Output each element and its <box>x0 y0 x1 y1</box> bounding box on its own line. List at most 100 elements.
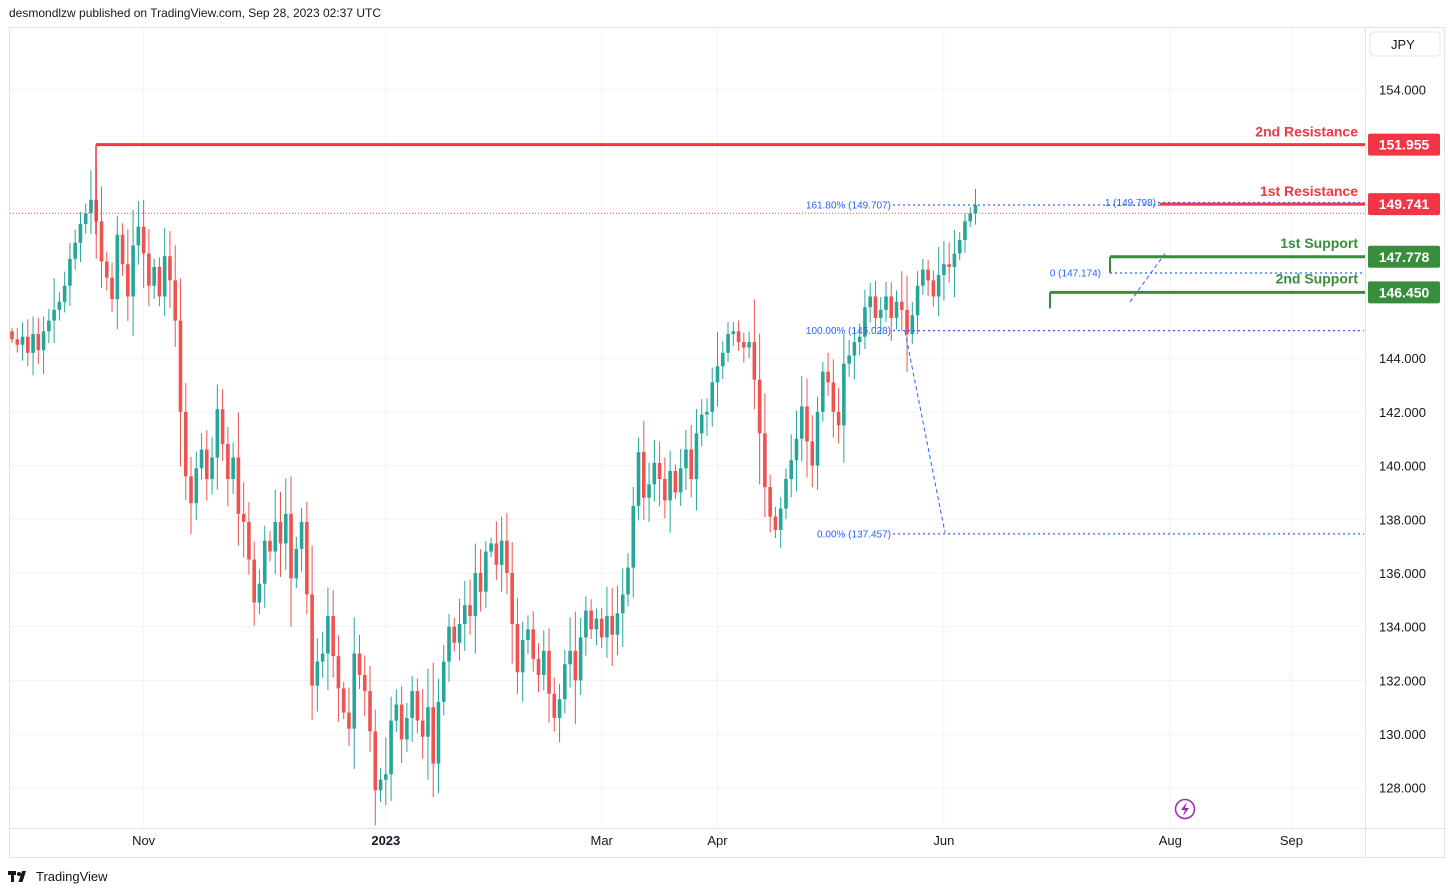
candle <box>200 433 204 480</box>
candle-body <box>263 541 267 584</box>
candle <box>437 679 441 794</box>
candle-body <box>242 514 246 522</box>
candle <box>58 292 62 320</box>
candle <box>626 553 630 606</box>
candle <box>247 502 251 575</box>
candle <box>605 587 609 658</box>
candle <box>537 643 541 692</box>
fib-level-label: 0.00% (137.457) <box>817 529 891 540</box>
price-chart[interactable]: 161.80% (149.707)100.00% (145.028)0.00% … <box>0 0 1454 893</box>
candle-body <box>795 439 799 460</box>
candle-body <box>426 707 430 737</box>
candle-body <box>205 449 209 479</box>
candle-body <box>194 468 198 503</box>
candle <box>89 170 93 233</box>
candle <box>10 328 14 343</box>
candle-body <box>484 551 488 591</box>
candle <box>621 568 625 647</box>
y-tick-label: 142.000 <box>1379 405 1426 420</box>
candle-body <box>700 415 704 434</box>
candle-body <box>947 264 951 267</box>
candle-body <box>489 543 493 551</box>
x-tick-label: Apr <box>707 833 728 848</box>
candle-body <box>358 654 362 675</box>
candle <box>574 612 578 724</box>
candle-body <box>605 616 609 637</box>
candle-body <box>500 541 504 565</box>
candle <box>210 437 214 494</box>
candle-body <box>168 256 172 280</box>
candle <box>779 497 783 548</box>
candle-body <box>563 664 567 699</box>
candle <box>521 622 525 702</box>
candle-body <box>900 302 904 310</box>
candle <box>526 615 530 654</box>
candle <box>805 379 809 478</box>
candle-body <box>837 412 841 425</box>
support-level: 2nd Support146.450 <box>1050 270 1440 308</box>
candle <box>789 434 793 497</box>
candle <box>653 440 657 502</box>
candle <box>273 490 277 575</box>
candle-body <box>526 629 530 640</box>
candle-body <box>684 449 688 468</box>
candle-body <box>310 594 314 685</box>
candle-body <box>826 372 830 383</box>
candle <box>15 328 19 352</box>
candle-body <box>558 699 562 718</box>
candle <box>863 290 867 349</box>
chart-frame <box>10 28 1445 858</box>
candle <box>589 599 593 639</box>
candle-body <box>942 264 946 275</box>
price-badge-label: 147.778 <box>1379 249 1430 265</box>
candle <box>600 608 604 648</box>
candle-body <box>810 441 814 465</box>
candle <box>263 526 267 608</box>
candle <box>953 230 957 297</box>
candle-body <box>289 514 293 578</box>
candle-body <box>895 302 899 318</box>
candle-body <box>495 543 499 564</box>
candle-body <box>252 560 256 603</box>
candle <box>737 321 741 352</box>
candle <box>316 638 320 711</box>
candle-body <box>126 264 130 296</box>
candlesticks <box>10 166 977 826</box>
candle-body <box>273 522 277 552</box>
candle <box>352 617 356 769</box>
candle <box>595 609 599 646</box>
resistance-level: 2nd Resistance151.955 <box>96 124 1440 235</box>
candle <box>510 542 514 663</box>
candle-body <box>531 629 535 659</box>
candle <box>947 243 951 284</box>
candle-body <box>189 476 193 503</box>
candle <box>631 487 635 598</box>
currency-button[interactable]: JPY <box>1370 32 1440 56</box>
candle-body <box>689 449 693 479</box>
candle-body <box>868 296 872 307</box>
candle-body <box>663 479 667 500</box>
candle-body <box>631 506 635 568</box>
footer-brand[interactable]: TradingView <box>8 866 108 886</box>
candle-body <box>468 605 472 616</box>
candle <box>295 537 299 588</box>
y-tick-label: 138.000 <box>1379 512 1426 527</box>
candle <box>768 475 772 533</box>
candle <box>416 678 420 733</box>
fib-level-label: 1 (149.798) <box>1105 198 1156 209</box>
candle <box>384 738 388 806</box>
lightning-icon[interactable] <box>1176 800 1195 819</box>
candle <box>458 598 462 660</box>
y-tick-label: 132.000 <box>1379 673 1426 688</box>
candle <box>474 544 478 654</box>
candle-body <box>458 624 462 643</box>
candle-body <box>763 433 767 487</box>
price-badge-label: 146.450 <box>1379 284 1430 300</box>
candle-body <box>116 235 120 299</box>
candle <box>463 581 467 651</box>
candle <box>695 409 699 510</box>
candle-body <box>163 256 167 296</box>
candle-body <box>58 302 62 310</box>
y-tick-label: 154.000 <box>1379 83 1426 98</box>
candle-body <box>89 200 93 213</box>
